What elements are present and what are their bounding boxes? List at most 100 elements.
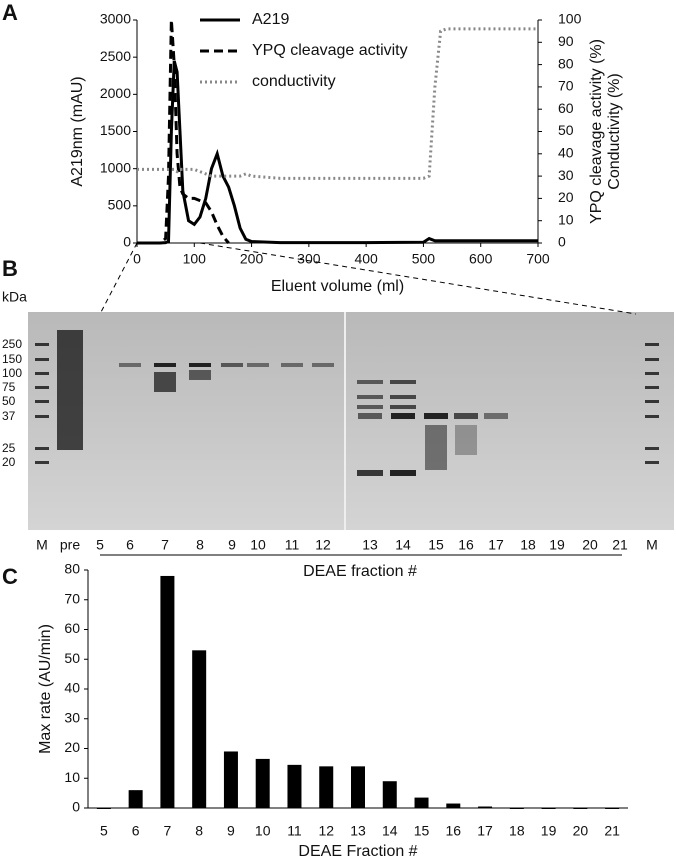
marker-label: 20 <box>2 455 16 469</box>
y-tick-label: 30 <box>64 709 80 725</box>
lane-label: 10 <box>250 537 266 553</box>
lane-label: 17 <box>488 537 504 553</box>
x-tick-label: 14 <box>382 823 398 839</box>
panel-label: B <box>2 256 18 281</box>
x-tick-label: 16 <box>446 823 462 839</box>
gel-band <box>221 363 243 367</box>
marker-label: 75 <box>2 380 16 394</box>
gel-band <box>484 413 508 419</box>
lane-label: 7 <box>161 537 169 553</box>
lane-label: 16 <box>458 537 474 553</box>
bar <box>414 797 429 808</box>
gel-band <box>247 363 269 367</box>
bar <box>160 575 175 808</box>
x-tick-label: 6 <box>132 823 140 839</box>
gel-band <box>645 372 659 375</box>
bar <box>223 751 238 808</box>
lane-label: 18 <box>520 537 536 553</box>
x-tick-label: 12 <box>318 823 334 839</box>
x-axis-title: DEAE Fraction # <box>298 843 417 860</box>
gel-band <box>390 380 416 384</box>
bar <box>541 808 556 809</box>
gel-band <box>645 461 659 464</box>
y-tick-label: 0 <box>123 234 131 250</box>
gel-band <box>281 363 303 367</box>
bar <box>351 766 365 808</box>
x-tick-label: 600 <box>469 251 493 267</box>
x-tick-label: 15 <box>414 823 430 839</box>
marker-label: 250 <box>2 337 22 351</box>
panel-label: C <box>2 564 18 589</box>
gel-band <box>455 425 477 455</box>
lane-label: pre <box>60 537 80 553</box>
x-tick-label: 500 <box>412 251 436 267</box>
gel-band <box>425 425 447 470</box>
y-tick-label: 20 <box>64 739 80 755</box>
lane-label: 6 <box>126 537 134 553</box>
bar <box>128 790 143 808</box>
gel-band <box>390 395 416 399</box>
gel-band <box>645 358 659 361</box>
x-tick-label: 19 <box>541 823 557 839</box>
x-tick-label: 700 <box>526 251 550 267</box>
lane-label: 19 <box>549 537 565 553</box>
y2-axis-title: YPQ cleavage activity (%) <box>588 39 605 224</box>
gel-band <box>390 405 416 409</box>
gel-band <box>645 386 659 389</box>
y2-tick-label: 60 <box>558 100 574 116</box>
gel-band <box>357 395 383 399</box>
gel-band <box>57 330 83 450</box>
gel-band <box>390 470 416 476</box>
x-tick-label: 7 <box>164 823 172 839</box>
gel-band <box>645 400 659 403</box>
lane-label: 8 <box>196 537 204 553</box>
x-tick-label: 17 <box>477 823 493 839</box>
x-tick-label: 9 <box>227 823 235 839</box>
lane-label: 20 <box>582 537 598 553</box>
x-tick-label: 10 <box>255 823 271 839</box>
gel-band <box>35 461 49 464</box>
gel-band <box>189 370 211 380</box>
gel-band <box>189 363 211 367</box>
legend-label: conductivity <box>252 73 336 90</box>
x-tick-label: 300 <box>297 251 321 267</box>
bar <box>382 781 397 808</box>
x-axis-title: Eluent volume (ml) <box>271 278 404 295</box>
x-tick-label: 0 <box>133 251 141 267</box>
y-tick-label: 2500 <box>100 48 131 64</box>
bar <box>192 650 207 808</box>
gel-band <box>358 413 382 419</box>
y2-axis-title: Conductivity (%) <box>606 73 623 189</box>
bar <box>287 764 302 808</box>
gel-band <box>357 380 383 384</box>
panel-label: A <box>2 0 18 25</box>
data-line <box>137 27 538 180</box>
fraction-label: DEAE fraction # <box>303 563 417 580</box>
lane-label: M <box>646 537 658 553</box>
bar <box>255 758 270 808</box>
y2-tick-label: 90 <box>558 33 574 49</box>
gel-band <box>35 386 49 389</box>
gel-band <box>154 363 176 367</box>
y2-tick-label: 40 <box>558 145 574 161</box>
lane-label: 13 <box>362 537 378 553</box>
y2-tick-label: 10 <box>558 211 574 227</box>
x-tick-label: 400 <box>354 251 378 267</box>
data-line <box>137 60 538 245</box>
y2-tick-label: 20 <box>558 189 574 205</box>
y-tick-label: 80 <box>64 561 80 577</box>
gel-band <box>454 413 478 419</box>
gel-band <box>119 363 141 367</box>
y2-tick-label: 100 <box>558 11 582 27</box>
y-tick-label: 500 <box>108 197 132 213</box>
x-tick-label: 11 <box>287 823 302 839</box>
gel-band <box>424 413 448 419</box>
marker-label: 50 <box>2 394 16 408</box>
bar <box>509 808 524 809</box>
y-axis-title: A219nm (mAU) <box>69 76 86 186</box>
x-tick-label: 13 <box>350 823 366 839</box>
bar <box>573 808 588 809</box>
legend-label: YPQ cleavage activity <box>252 42 408 59</box>
gel-band <box>645 447 659 450</box>
